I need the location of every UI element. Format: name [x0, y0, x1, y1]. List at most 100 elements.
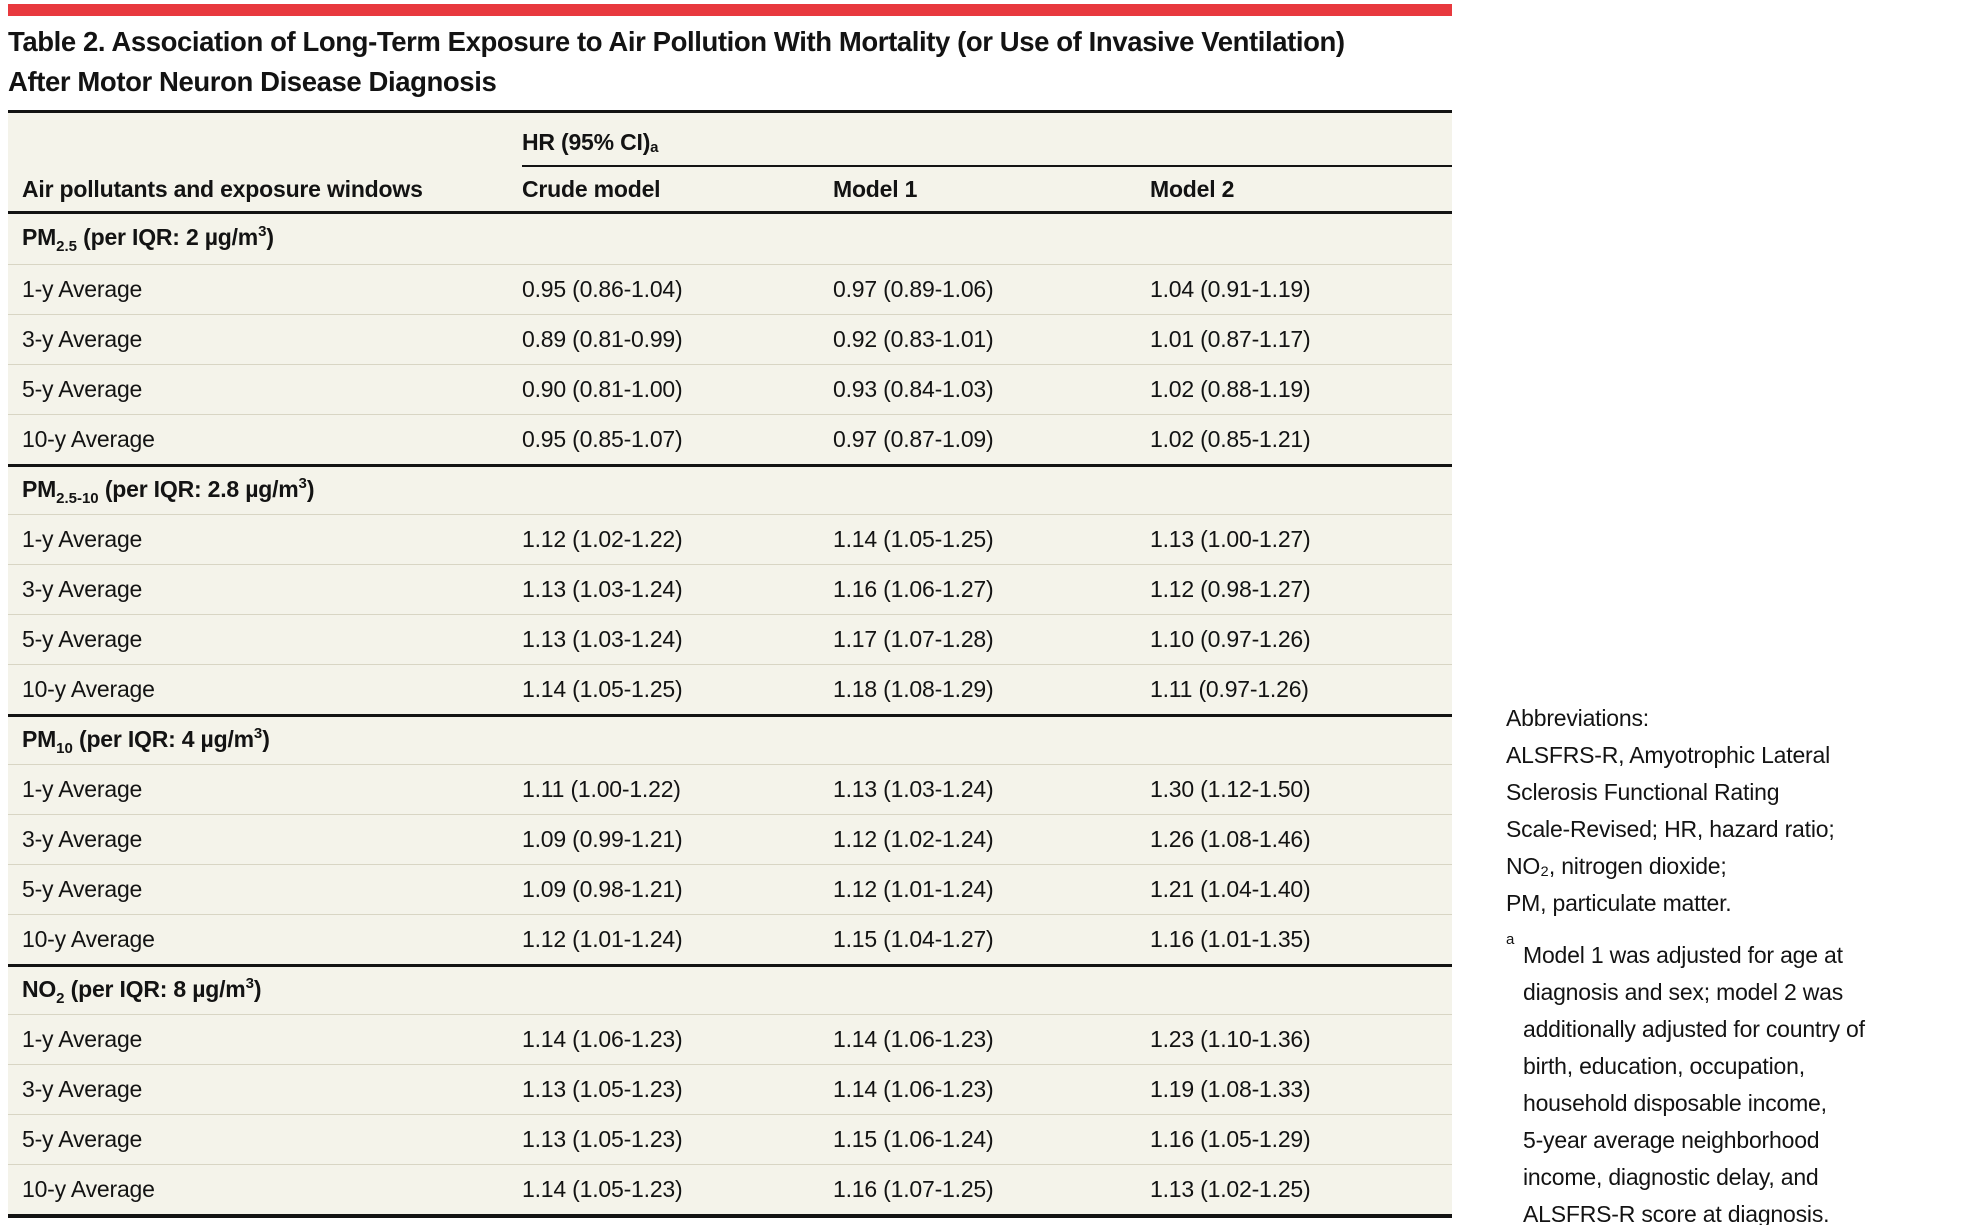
- row-label: 5-y Average: [22, 626, 143, 652]
- footnote-line: additionally adjusted for country of: [1523, 1016, 1865, 1042]
- table-row: 3-y Average 1.09 (0.99-1.21) 1.12 (1.02-…: [8, 814, 1452, 864]
- results-table: HR (95% CI) a Air pollutants and exposure…: [8, 110, 1452, 1218]
- footnote-line: household disposable income,: [1523, 1090, 1827, 1116]
- table-row: 5-y Average 0.90 (0.81-1.00) 0.93 (0.84-…: [8, 364, 1452, 414]
- footnote-line: Model 1 was adjusted for age at: [1523, 942, 1843, 968]
- table-title-line-2: After Motor Neuron Disease Diagnosis: [8, 66, 497, 97]
- table-title-line-1: Table 2. Association of Long-Term Exposu…: [8, 26, 1345, 57]
- model-1-value: 1.17 (1.07-1.28): [833, 626, 994, 652]
- row-label: 3-y Average: [22, 326, 143, 352]
- table-row: 5-y Average 1.09 (0.98-1.21) 1.12 (1.01-…: [8, 864, 1452, 914]
- model-2-value: 1.26 (1.08-1.46): [1150, 826, 1311, 852]
- model-1-value: 1.12 (1.01-1.24): [833, 876, 994, 902]
- abbreviations-line: NO₂, nitrogen dioxide;: [1506, 853, 1727, 879]
- section-label-pm25: PM2.5 (per IQR: 2 µg/m3): [22, 223, 274, 255]
- footnote-line: birth, education, occupation,: [1523, 1053, 1805, 1079]
- hr-ci-group-label: HR (95% CI): [522, 129, 651, 155]
- table-row: 3-y Average 0.89 (0.81-0.99) 0.92 (0.83-…: [8, 314, 1452, 364]
- abbreviations-line: PM, particulate matter.: [1506, 890, 1732, 916]
- row-label: 5-y Average: [22, 1126, 143, 1152]
- model-1-value: 1.12 (1.02-1.24): [833, 826, 994, 852]
- footnote-line: diagnosis and sex; model 2 was: [1523, 979, 1844, 1005]
- model-2-value: 1.04 (0.91-1.19): [1150, 276, 1311, 302]
- model-2-value: 1.12 (0.98-1.27): [1150, 576, 1311, 602]
- row-label: 1-y Average: [22, 526, 143, 552]
- table-row: 1-y Average 1.11 (1.00-1.22) 1.13 (1.03-…: [8, 764, 1452, 814]
- column-header-pollutants: Air pollutants and exposure windows: [22, 175, 423, 202]
- column-header-row: Air pollutants and exposure windows Crud…: [8, 167, 1452, 214]
- model-2-value: 1.16 (1.05-1.29): [1150, 1126, 1311, 1152]
- accent-bar: [8, 4, 1452, 16]
- row-label: 1-y Average: [22, 776, 143, 802]
- hr-ci-group-header: HR (95% CI) a: [522, 113, 1452, 167]
- column-header-model-2: Model 2: [1150, 175, 1235, 202]
- section-header-pm10: PM10 (per IQR: 4 µg/m3): [8, 714, 1452, 764]
- model-1-value: 0.93 (0.84-1.03): [833, 376, 994, 402]
- model-2-value: 1.23 (1.10-1.36): [1150, 1026, 1311, 1052]
- column-header-crude-model: Crude model: [522, 175, 661, 202]
- table-row: 5-y Average 1.13 (1.03-1.24) 1.17 (1.07-…: [8, 614, 1452, 664]
- crude-model-value: 1.14 (1.05-1.23): [522, 1176, 683, 1202]
- section-label-pm25-10: PM2.5-10 (per IQR: 2.8 µg/m3): [22, 474, 315, 507]
- abbreviations-line: ALSFRS-R, Amyotrophic Lateral: [1506, 742, 1830, 768]
- section-header-no2: NO2 (per IQR: 8 µg/m3): [8, 964, 1452, 1014]
- row-label: 5-y Average: [22, 376, 143, 402]
- column-header-model-1: Model 1: [833, 175, 918, 202]
- model-1-value: 1.16 (1.07-1.25): [833, 1176, 994, 1202]
- row-label: 1-y Average: [22, 276, 143, 302]
- model-2-value: 1.19 (1.08-1.33): [1150, 1076, 1311, 1102]
- row-label: 5-y Average: [22, 876, 143, 902]
- footnote-line: ALSFRS-R score at diagnosis.: [1523, 1201, 1830, 1225]
- model-2-value: 1.16 (1.01-1.35): [1150, 926, 1311, 952]
- table-row: 10-y Average 1.12 (1.01-1.24) 1.15 (1.04…: [8, 914, 1452, 964]
- crude-model-value: 0.95 (0.85-1.07): [522, 426, 683, 452]
- model-1-value: 1.14 (1.06-1.23): [833, 1026, 994, 1052]
- model-2-value: 1.02 (0.85-1.21): [1150, 426, 1311, 452]
- table-row: 3-y Average 1.13 (1.03-1.24) 1.16 (1.06-…: [8, 564, 1452, 614]
- model-1-value: 1.18 (1.08-1.29): [833, 676, 994, 702]
- table-row: 1-y Average 0.95 (0.86-1.04) 0.97 (0.89-…: [8, 264, 1452, 314]
- crude-model-value: 1.13 (1.05-1.23): [522, 1076, 683, 1102]
- row-label: 10-y Average: [22, 1176, 155, 1202]
- row-label: 3-y Average: [22, 576, 143, 602]
- crude-model-value: 1.12 (1.02-1.22): [522, 526, 683, 552]
- model-2-value: 1.10 (0.97-1.26): [1150, 626, 1311, 652]
- model-2-value: 1.21 (1.04-1.40): [1150, 876, 1311, 902]
- abbreviations-line: Sclerosis Functional Rating: [1506, 779, 1780, 805]
- model-2-value: 1.01 (0.87-1.17): [1150, 326, 1311, 352]
- section-label-pm10: PM10 (per IQR: 4 µg/m3): [22, 724, 270, 757]
- row-label: 1-y Average: [22, 1026, 143, 1052]
- model-1-value: 1.16 (1.06-1.27): [833, 576, 994, 602]
- footnote-a-marker: a: [1506, 931, 1515, 948]
- row-label: 10-y Average: [22, 926, 155, 952]
- hr-ci-footnote-marker: a: [650, 139, 659, 156]
- model-1-value: 0.97 (0.89-1.06): [833, 276, 994, 302]
- model-2-value: 1.13 (1.02-1.25): [1150, 1176, 1311, 1202]
- crude-model-value: 1.14 (1.05-1.25): [522, 676, 683, 702]
- row-label: 10-y Average: [22, 676, 155, 702]
- crude-model-value: 1.13 (1.03-1.24): [522, 626, 683, 652]
- crude-model-value: 0.90 (0.81-1.00): [522, 376, 683, 402]
- footnote-line: 5-year average neighborhood: [1523, 1127, 1820, 1153]
- table-row: 5-y Average 1.13 (1.05-1.23) 1.15 (1.06-…: [8, 1114, 1452, 1164]
- model-2-value: 1.13 (1.00-1.27): [1150, 526, 1311, 552]
- table-row: 3-y Average 1.13 (1.05-1.23) 1.14 (1.06-…: [8, 1064, 1452, 1114]
- model-1-value: 0.97 (0.87-1.09): [833, 426, 994, 452]
- crude-model-value: 1.13 (1.03-1.24): [522, 576, 683, 602]
- crude-model-value: 0.95 (0.86-1.04): [522, 276, 683, 302]
- table-row: 1-y Average 1.12 (1.02-1.22) 1.14 (1.05-…: [8, 514, 1452, 564]
- section-header-pm25-10: PM2.5-10 (per IQR: 2.8 µg/m3): [8, 464, 1452, 514]
- table-row: 10-y Average 1.14 (1.05-1.23) 1.16 (1.07…: [8, 1164, 1452, 1214]
- model-2-value: 1.02 (0.88-1.19): [1150, 376, 1311, 402]
- model-2-value: 1.30 (1.12-1.50): [1150, 776, 1311, 802]
- crude-model-value: 1.09 (0.98-1.21): [522, 876, 683, 902]
- crude-model-value: 1.11 (1.00-1.22): [522, 776, 681, 802]
- crude-model-value: 1.13 (1.05-1.23): [522, 1126, 683, 1152]
- notes-column: Abbreviations: ALSFRS-R, Amyotrophic Lat…: [1506, 700, 1958, 1225]
- table-row: 1-y Average 1.14 (1.06-1.23) 1.14 (1.06-…: [8, 1014, 1452, 1064]
- row-label: 3-y Average: [22, 1076, 143, 1102]
- table-title: Table 2. Association of Long-Term Exposu…: [8, 22, 1468, 102]
- model-1-value: 1.15 (1.04-1.27): [833, 926, 994, 952]
- model-1-value: 1.13 (1.03-1.24): [833, 776, 994, 802]
- model-2-value: 1.11 (0.97-1.26): [1150, 676, 1309, 702]
